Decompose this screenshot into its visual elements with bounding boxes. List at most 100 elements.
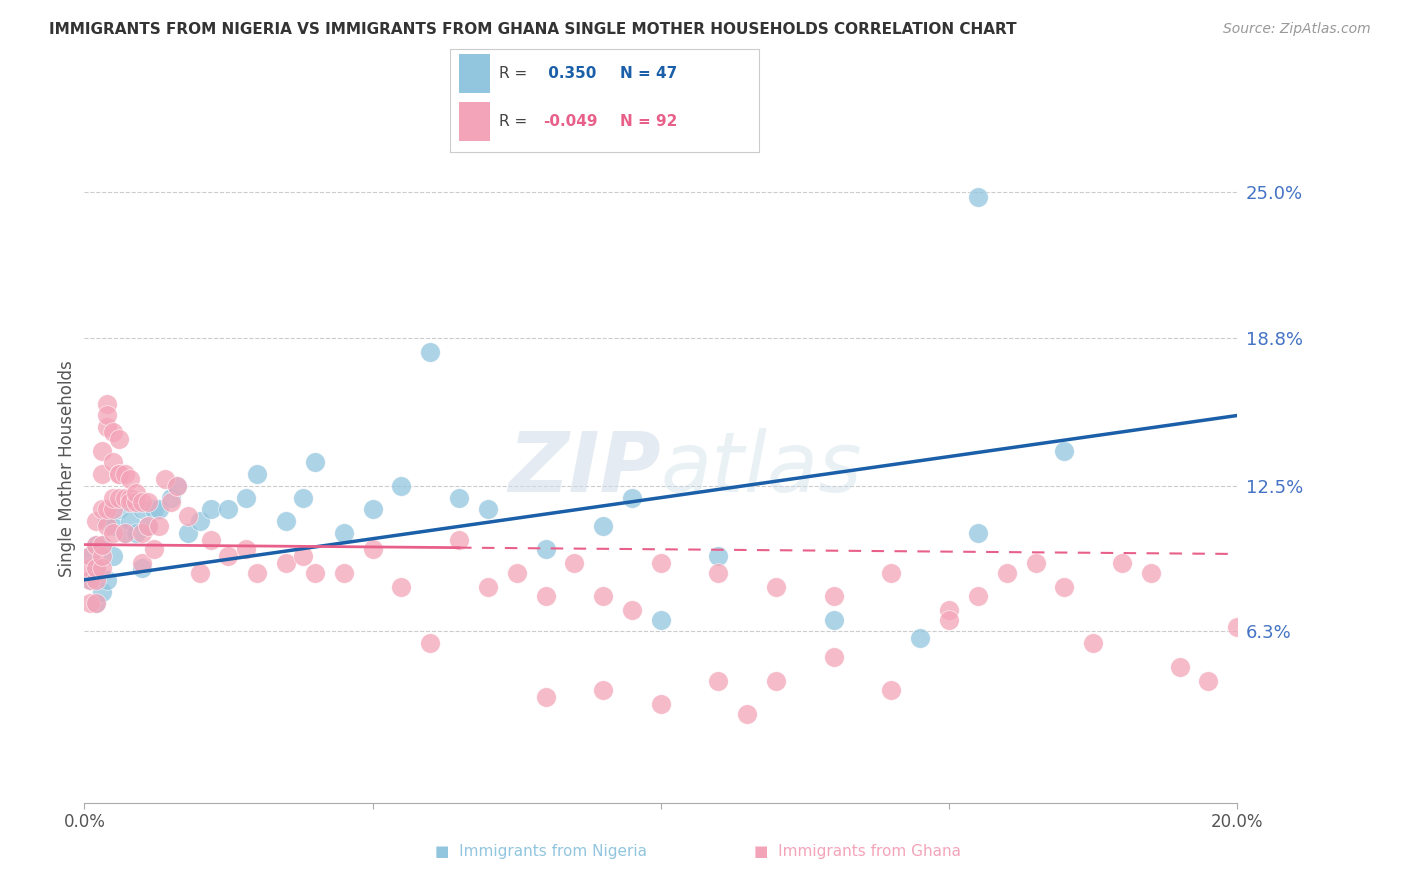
Point xyxy=(592,683,614,698)
Point xyxy=(96,502,118,516)
Point xyxy=(765,673,787,688)
Point xyxy=(96,420,118,434)
Point xyxy=(995,566,1018,580)
Point xyxy=(419,636,441,650)
Point xyxy=(621,491,644,505)
Text: R =: R = xyxy=(499,114,533,129)
Point xyxy=(592,589,614,603)
Point xyxy=(823,613,845,627)
Point xyxy=(880,683,903,698)
Point xyxy=(908,632,931,646)
Text: R =: R = xyxy=(499,66,533,81)
Point xyxy=(131,495,153,509)
Point xyxy=(166,479,188,493)
Point xyxy=(361,542,384,557)
Point xyxy=(125,525,148,540)
Point xyxy=(447,533,470,547)
Bar xyxy=(460,54,491,93)
Point xyxy=(120,495,142,509)
Point xyxy=(650,557,672,571)
Point xyxy=(96,397,118,411)
Point xyxy=(108,432,131,446)
Point xyxy=(1226,620,1249,634)
Point xyxy=(967,525,990,540)
Y-axis label: Single Mother Households: Single Mother Households xyxy=(58,360,76,576)
Point xyxy=(823,589,845,603)
Point xyxy=(79,549,101,564)
Point xyxy=(200,502,222,516)
Point xyxy=(218,549,240,564)
Text: N = 92: N = 92 xyxy=(620,114,678,129)
Point xyxy=(84,596,107,610)
Point xyxy=(1083,636,1105,650)
Point xyxy=(938,603,960,617)
Point xyxy=(235,491,257,505)
Point xyxy=(84,561,107,575)
Point xyxy=(90,467,112,482)
Point xyxy=(96,514,118,528)
Point xyxy=(967,190,990,204)
Point xyxy=(707,566,730,580)
Point xyxy=(114,525,136,540)
Point xyxy=(142,502,165,516)
Point xyxy=(125,495,148,509)
Point xyxy=(84,514,107,528)
Point xyxy=(534,542,557,557)
Point xyxy=(120,491,142,505)
Point xyxy=(304,455,326,469)
Point xyxy=(166,479,188,493)
Point xyxy=(332,525,354,540)
Point xyxy=(332,566,354,580)
Point xyxy=(108,502,131,516)
Point xyxy=(304,566,326,580)
Point xyxy=(90,443,112,458)
Point xyxy=(142,542,165,557)
Point xyxy=(136,518,159,533)
Point xyxy=(120,472,142,486)
Point xyxy=(292,491,315,505)
Point xyxy=(90,561,112,575)
Point xyxy=(90,502,112,516)
Point xyxy=(707,549,730,564)
Point xyxy=(84,538,107,552)
Point xyxy=(131,525,153,540)
Point xyxy=(621,603,644,617)
Text: Source: ZipAtlas.com: Source: ZipAtlas.com xyxy=(1223,22,1371,37)
Point xyxy=(188,514,211,528)
Point xyxy=(136,518,159,533)
Point xyxy=(1198,673,1220,688)
Point xyxy=(707,673,730,688)
Point xyxy=(103,525,125,540)
Point xyxy=(447,491,470,505)
Point xyxy=(148,518,170,533)
Point xyxy=(564,557,586,571)
Point xyxy=(103,455,125,469)
Point xyxy=(880,566,903,580)
Point xyxy=(477,580,499,594)
Point xyxy=(96,518,118,533)
Point xyxy=(79,561,101,575)
Text: N = 47: N = 47 xyxy=(620,66,678,81)
Point xyxy=(84,596,107,610)
Point xyxy=(103,491,125,505)
Text: ■  Immigrants from Nigeria: ■ Immigrants from Nigeria xyxy=(436,845,647,859)
Point xyxy=(103,518,125,533)
Point xyxy=(160,491,183,505)
Point xyxy=(90,538,112,552)
Point xyxy=(200,533,222,547)
Point xyxy=(79,573,101,587)
Point xyxy=(131,561,153,575)
Point xyxy=(419,345,441,359)
Point xyxy=(103,549,125,564)
Point xyxy=(276,514,298,528)
Point xyxy=(592,518,614,533)
Point xyxy=(506,566,529,580)
Point xyxy=(477,502,499,516)
Point xyxy=(1140,566,1163,580)
Text: -0.049: -0.049 xyxy=(543,114,598,129)
Point xyxy=(79,549,101,564)
Point xyxy=(534,690,557,705)
Point xyxy=(177,509,200,524)
Point xyxy=(84,538,107,552)
Point xyxy=(96,409,118,423)
